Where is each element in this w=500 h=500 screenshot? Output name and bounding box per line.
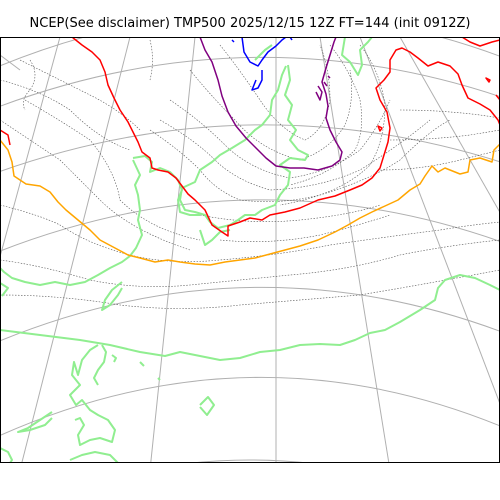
map-title: NCEP(See disclaimer) TMP500 2025/12/15 1… <box>29 16 471 31</box>
coastline-segment <box>69 451 119 463</box>
isotherm-line <box>461 37 500 47</box>
latitude-circle <box>0 56 500 107</box>
latitude-circle <box>0 286 500 342</box>
isotherm-purple <box>199 37 343 171</box>
coastline-segment <box>69 344 116 446</box>
isotherm-line <box>199 37 343 171</box>
isotherm-line <box>377 125 383 132</box>
weather-map <box>0 37 500 463</box>
coastline <box>0 37 500 463</box>
meridian <box>399 37 500 214</box>
contour-line <box>149 119 451 202</box>
contour-line <box>289 44 362 186</box>
contour-line <box>0 79 131 151</box>
contour-line <box>0 239 500 287</box>
contour-line <box>219 44 331 141</box>
map-panel <box>0 37 500 463</box>
coastline-segment <box>132 155 200 216</box>
isotherm-line <box>315 85 323 101</box>
latitude-circle <box>0 37 500 67</box>
contour-line <box>219 214 391 242</box>
meridian <box>319 37 390 463</box>
contour-line <box>24 99 201 241</box>
contour-line <box>199 204 381 222</box>
coastline-segment <box>101 281 123 311</box>
coastline-segment <box>139 361 145 367</box>
latitude-circle <box>0 199 500 252</box>
isotherm-line <box>231 39 235 43</box>
isotherm-line <box>251 70 263 91</box>
meridian <box>359 37 500 406</box>
contour-line <box>23 59 36 111</box>
contour-line <box>0 269 500 309</box>
contour-line <box>279 44 386 206</box>
meridian <box>0 54 21 71</box>
contour-line <box>0 204 500 262</box>
meridian <box>150 37 196 463</box>
contour-line <box>19 59 141 131</box>
isotherm-line <box>327 75 331 79</box>
isotherm-line <box>323 81 328 87</box>
isotherm-line <box>0 139 500 266</box>
contour-line <box>149 39 153 81</box>
coastline-segment <box>17 411 53 433</box>
graticule <box>0 37 500 463</box>
contour-line <box>379 149 500 171</box>
latitude-circle <box>0 376 500 437</box>
isotherm-line <box>71 37 500 237</box>
map-border <box>0 37 500 463</box>
latitude-circle <box>187 459 313 463</box>
isotherm-blue <box>231 37 293 91</box>
contour-line <box>0 119 191 251</box>
coastline-segment <box>0 274 500 361</box>
coastline-segment <box>0 447 13 463</box>
coastline-segment <box>341 37 373 76</box>
latitude-circle <box>0 124 500 173</box>
coastline-segment <box>157 377 161 381</box>
dotted-contours <box>0 39 500 309</box>
contour-line <box>399 109 500 119</box>
isotherm-red <box>0 37 500 237</box>
meridian <box>21 37 131 463</box>
coastline-segment <box>254 44 273 61</box>
coastline-segment <box>0 159 143 286</box>
isotherm-line <box>485 77 491 83</box>
meridian <box>0 37 61 259</box>
isotherm-line <box>0 129 11 146</box>
coastline-segment <box>111 354 117 363</box>
coastline-segment <box>199 396 215 416</box>
coastline-segment <box>0 282 9 297</box>
coastline-segment <box>199 229 231 246</box>
isotherm-line <box>241 37 287 67</box>
coastline-segment <box>93 344 107 386</box>
isotherm-orange <box>0 139 500 266</box>
